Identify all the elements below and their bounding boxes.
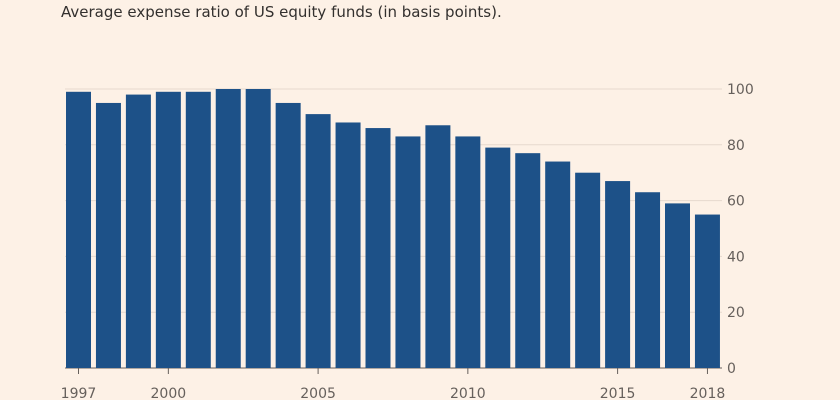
x-tick-label: 2010: [450, 386, 486, 400]
bar-2013: [545, 161, 571, 368]
bar-1999: [125, 94, 151, 368]
bar-2006: [335, 122, 361, 368]
bar-2001: [185, 91, 211, 368]
bar-2010: [455, 136, 481, 368]
bar-2018: [694, 214, 720, 368]
x-axis-ticks: 1997 2000 2005 2010 2015 2018: [61, 368, 726, 400]
bars: [66, 89, 720, 369]
bar-2016: [635, 192, 661, 368]
y-tick-label: 40: [727, 249, 745, 265]
bar-2008: [395, 136, 421, 368]
y-tick-label: 60: [727, 194, 745, 210]
y-tick-label: 100: [727, 82, 754, 98]
bar-2015: [605, 181, 631, 368]
bar-1998: [95, 102, 121, 368]
bar-2014: [575, 172, 601, 368]
x-tick-label: 2000: [151, 386, 187, 400]
y-tick-label: 20: [727, 305, 745, 321]
y-axis-ticks: 0 20 40 60 80 100: [727, 82, 754, 377]
bar-2002: [215, 89, 241, 368]
x-tick-label: 1997: [61, 386, 97, 400]
bar-2009: [425, 125, 451, 369]
bar-2000: [155, 91, 181, 368]
bar-2005: [305, 114, 331, 368]
bar-1997: [66, 91, 91, 368]
y-tick-label: 80: [727, 138, 745, 154]
x-tick-label: 2005: [300, 386, 336, 400]
x-tick-label: 2018: [690, 386, 726, 400]
bar-2012: [515, 153, 541, 368]
x-tick-label: 2015: [600, 386, 636, 400]
bar-2011: [485, 147, 511, 368]
bar-2017: [665, 203, 690, 368]
bar-2003: [245, 89, 271, 368]
chart-subtitle: Average expense ratio of US equity funds…: [61, 3, 502, 21]
y-tick-label: 0: [727, 361, 736, 377]
bar-2004: [275, 102, 301, 368]
bar-2007: [365, 128, 391, 368]
